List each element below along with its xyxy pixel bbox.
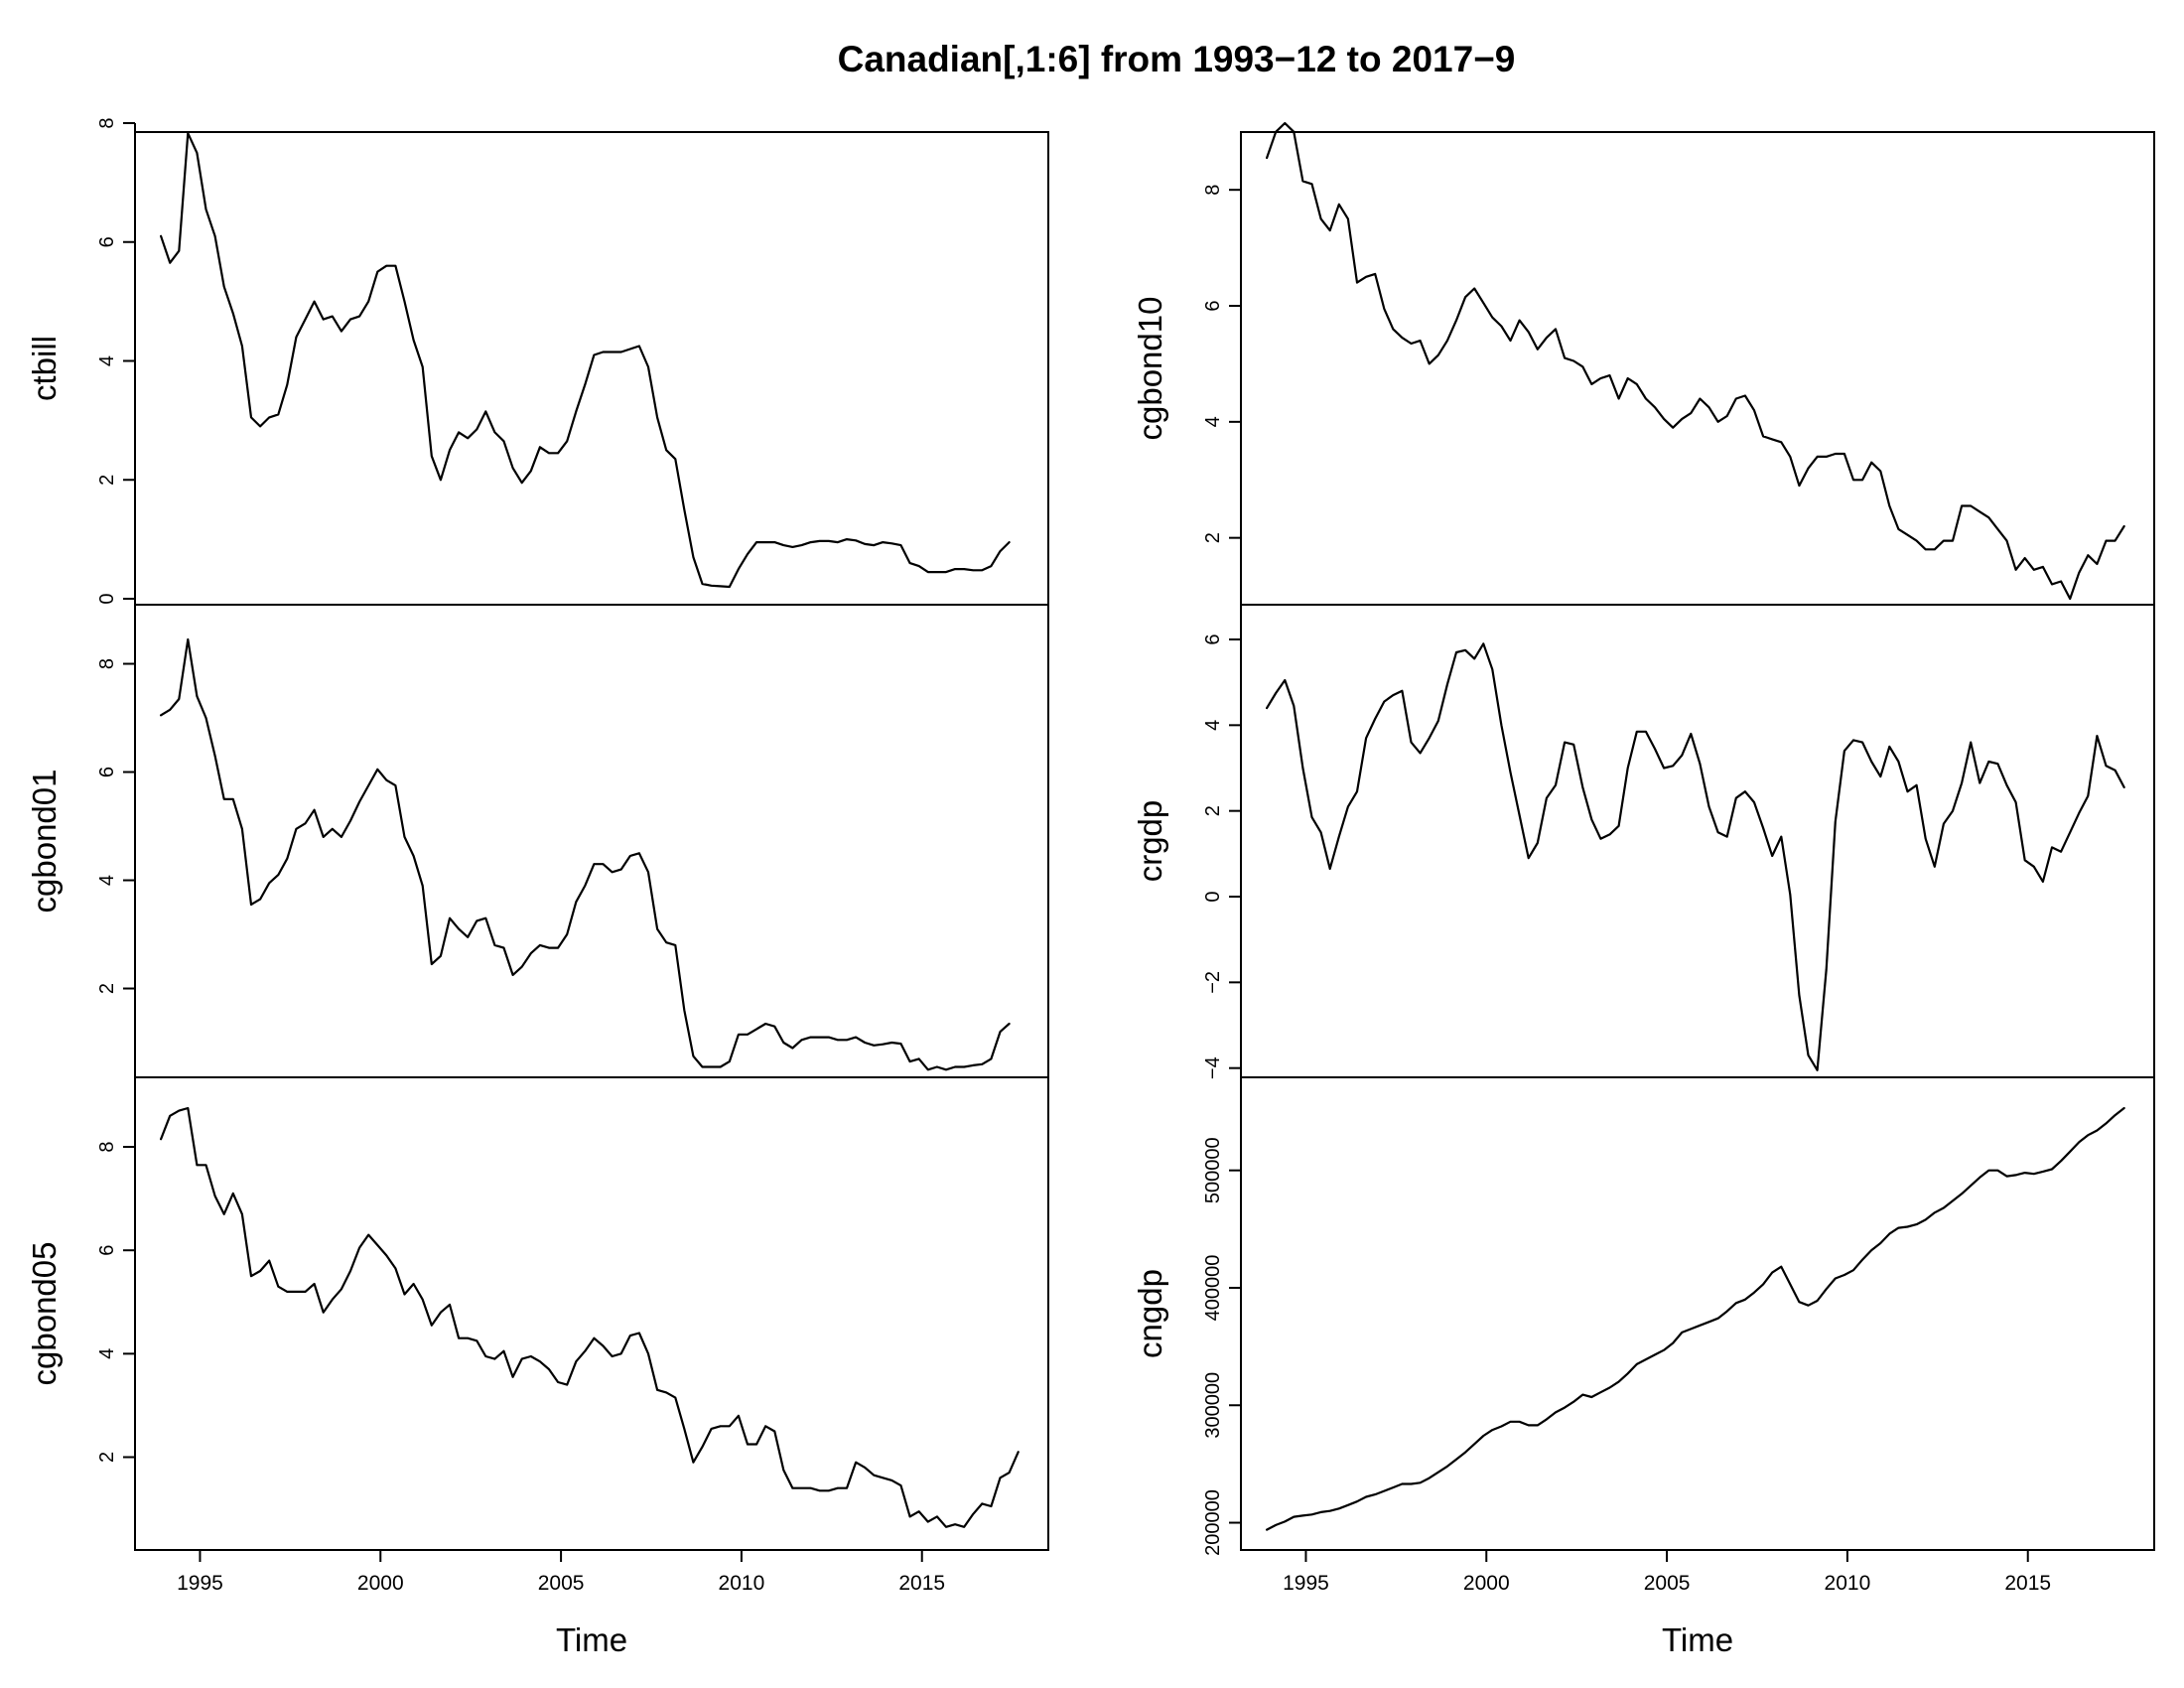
x-tick-label: 1995 (177, 1572, 223, 1595)
y-tick-label: 200000 (1202, 1489, 1224, 1556)
y-tick-label: 400000 (1202, 1255, 1224, 1322)
y-tick-label: 4 (96, 355, 118, 366)
x-tick-label: 2015 (898, 1572, 945, 1595)
panel-cgbond01: 2 4 6 8 cgbond01 (26, 604, 1049, 1078)
y-tick-label: 4 (1202, 720, 1224, 731)
y-tick-label: 2 (1202, 805, 1224, 816)
series-line-cgbond05 (160, 1106, 1020, 1528)
panel-cgbond05: 2 4 6 8 cgbond05 1995 2000 2005 2010 2015 Time (26, 1076, 1049, 1658)
x-tick-label: 2005 (538, 1572, 585, 1595)
x-tick-label: 2000 (357, 1572, 404, 1595)
y-axis-label: cgbond10 (1132, 297, 1168, 441)
panel-frame (134, 131, 1049, 606)
x-tick-label: 1995 (1283, 1572, 1329, 1595)
panel-cngdp: 200000 300000 400000 500000 cngdp 1995 2000 200… (1132, 1076, 2155, 1658)
y-tick-label: 4 (96, 875, 118, 886)
y-tick-label: 6 (96, 767, 118, 777)
y-tick-label: −2 (1202, 971, 1224, 994)
y-tick-label: 0 (1202, 891, 1224, 902)
panel-frame (1240, 1076, 2155, 1551)
y-tick-label: 2 (96, 475, 118, 486)
y-tick-label: 8 (1202, 185, 1224, 196)
y-axis-label: ctbill (26, 336, 63, 401)
series-line-cngdp (1265, 1106, 2125, 1531)
panel-ctbill: 0 2 4 6 8 ctbill (26, 117, 1049, 606)
series-line-ctbill (160, 132, 1011, 589)
x-axis-label: Time (556, 1621, 627, 1658)
series-line-cgbond01 (160, 637, 1011, 1071)
y-tick-label: 500000 (1202, 1137, 1224, 1203)
y-tick-label: 2 (1202, 532, 1224, 543)
panel-crgdp: −4 −2 0 2 4 6 crgdp (1132, 604, 2155, 1079)
y-tick-label: 8 (96, 658, 118, 669)
x-tick-label: 2010 (719, 1572, 765, 1595)
y-tick-label: 6 (96, 1245, 118, 1256)
y-axis-label: cgbond01 (26, 770, 63, 914)
series-line-crgdp (1265, 642, 2125, 1071)
panel-frame (1240, 131, 2155, 606)
y-axis-label: cngdp (1132, 1269, 1168, 1358)
y-tick-label: 4 (1202, 416, 1224, 427)
x-tick-label: 2005 (1644, 1572, 1691, 1595)
panel-frame (134, 1076, 1049, 1551)
y-tick-label: 6 (1202, 633, 1224, 644)
y-tick-label: 2 (96, 983, 118, 994)
series-line-cgbond10 (1265, 121, 2125, 601)
y-tick-label: 4 (96, 1348, 118, 1359)
panel-frame (1240, 604, 2155, 1078)
panel-frame (134, 604, 1049, 1078)
chart-title: Canadian[,1:6] from 1993−12 to 2017−9 (838, 39, 1516, 79)
y-tick-label: 6 (96, 236, 118, 247)
panel-cgbond10: 2 4 6 8 cgbond10 (1132, 121, 2155, 606)
y-tick-label: 8 (96, 117, 118, 128)
y-tick-label: 300000 (1202, 1372, 1224, 1439)
y-tick-label: 0 (96, 593, 118, 604)
x-axis-label: Time (1662, 1621, 1733, 1658)
x-tick-label: 2015 (2004, 1572, 2051, 1595)
x-tick-label: 2000 (1463, 1572, 1510, 1595)
y-tick-label: 2 (96, 1452, 118, 1463)
y-tick-label: 6 (1202, 300, 1224, 311)
y-tick-label: 8 (96, 1141, 118, 1152)
y-axis-label: crgdp (1132, 800, 1168, 883)
y-tick-label: −4 (1202, 1056, 1224, 1079)
y-axis-label: cgbond05 (26, 1242, 63, 1386)
x-tick-label: 2010 (1825, 1572, 1871, 1595)
